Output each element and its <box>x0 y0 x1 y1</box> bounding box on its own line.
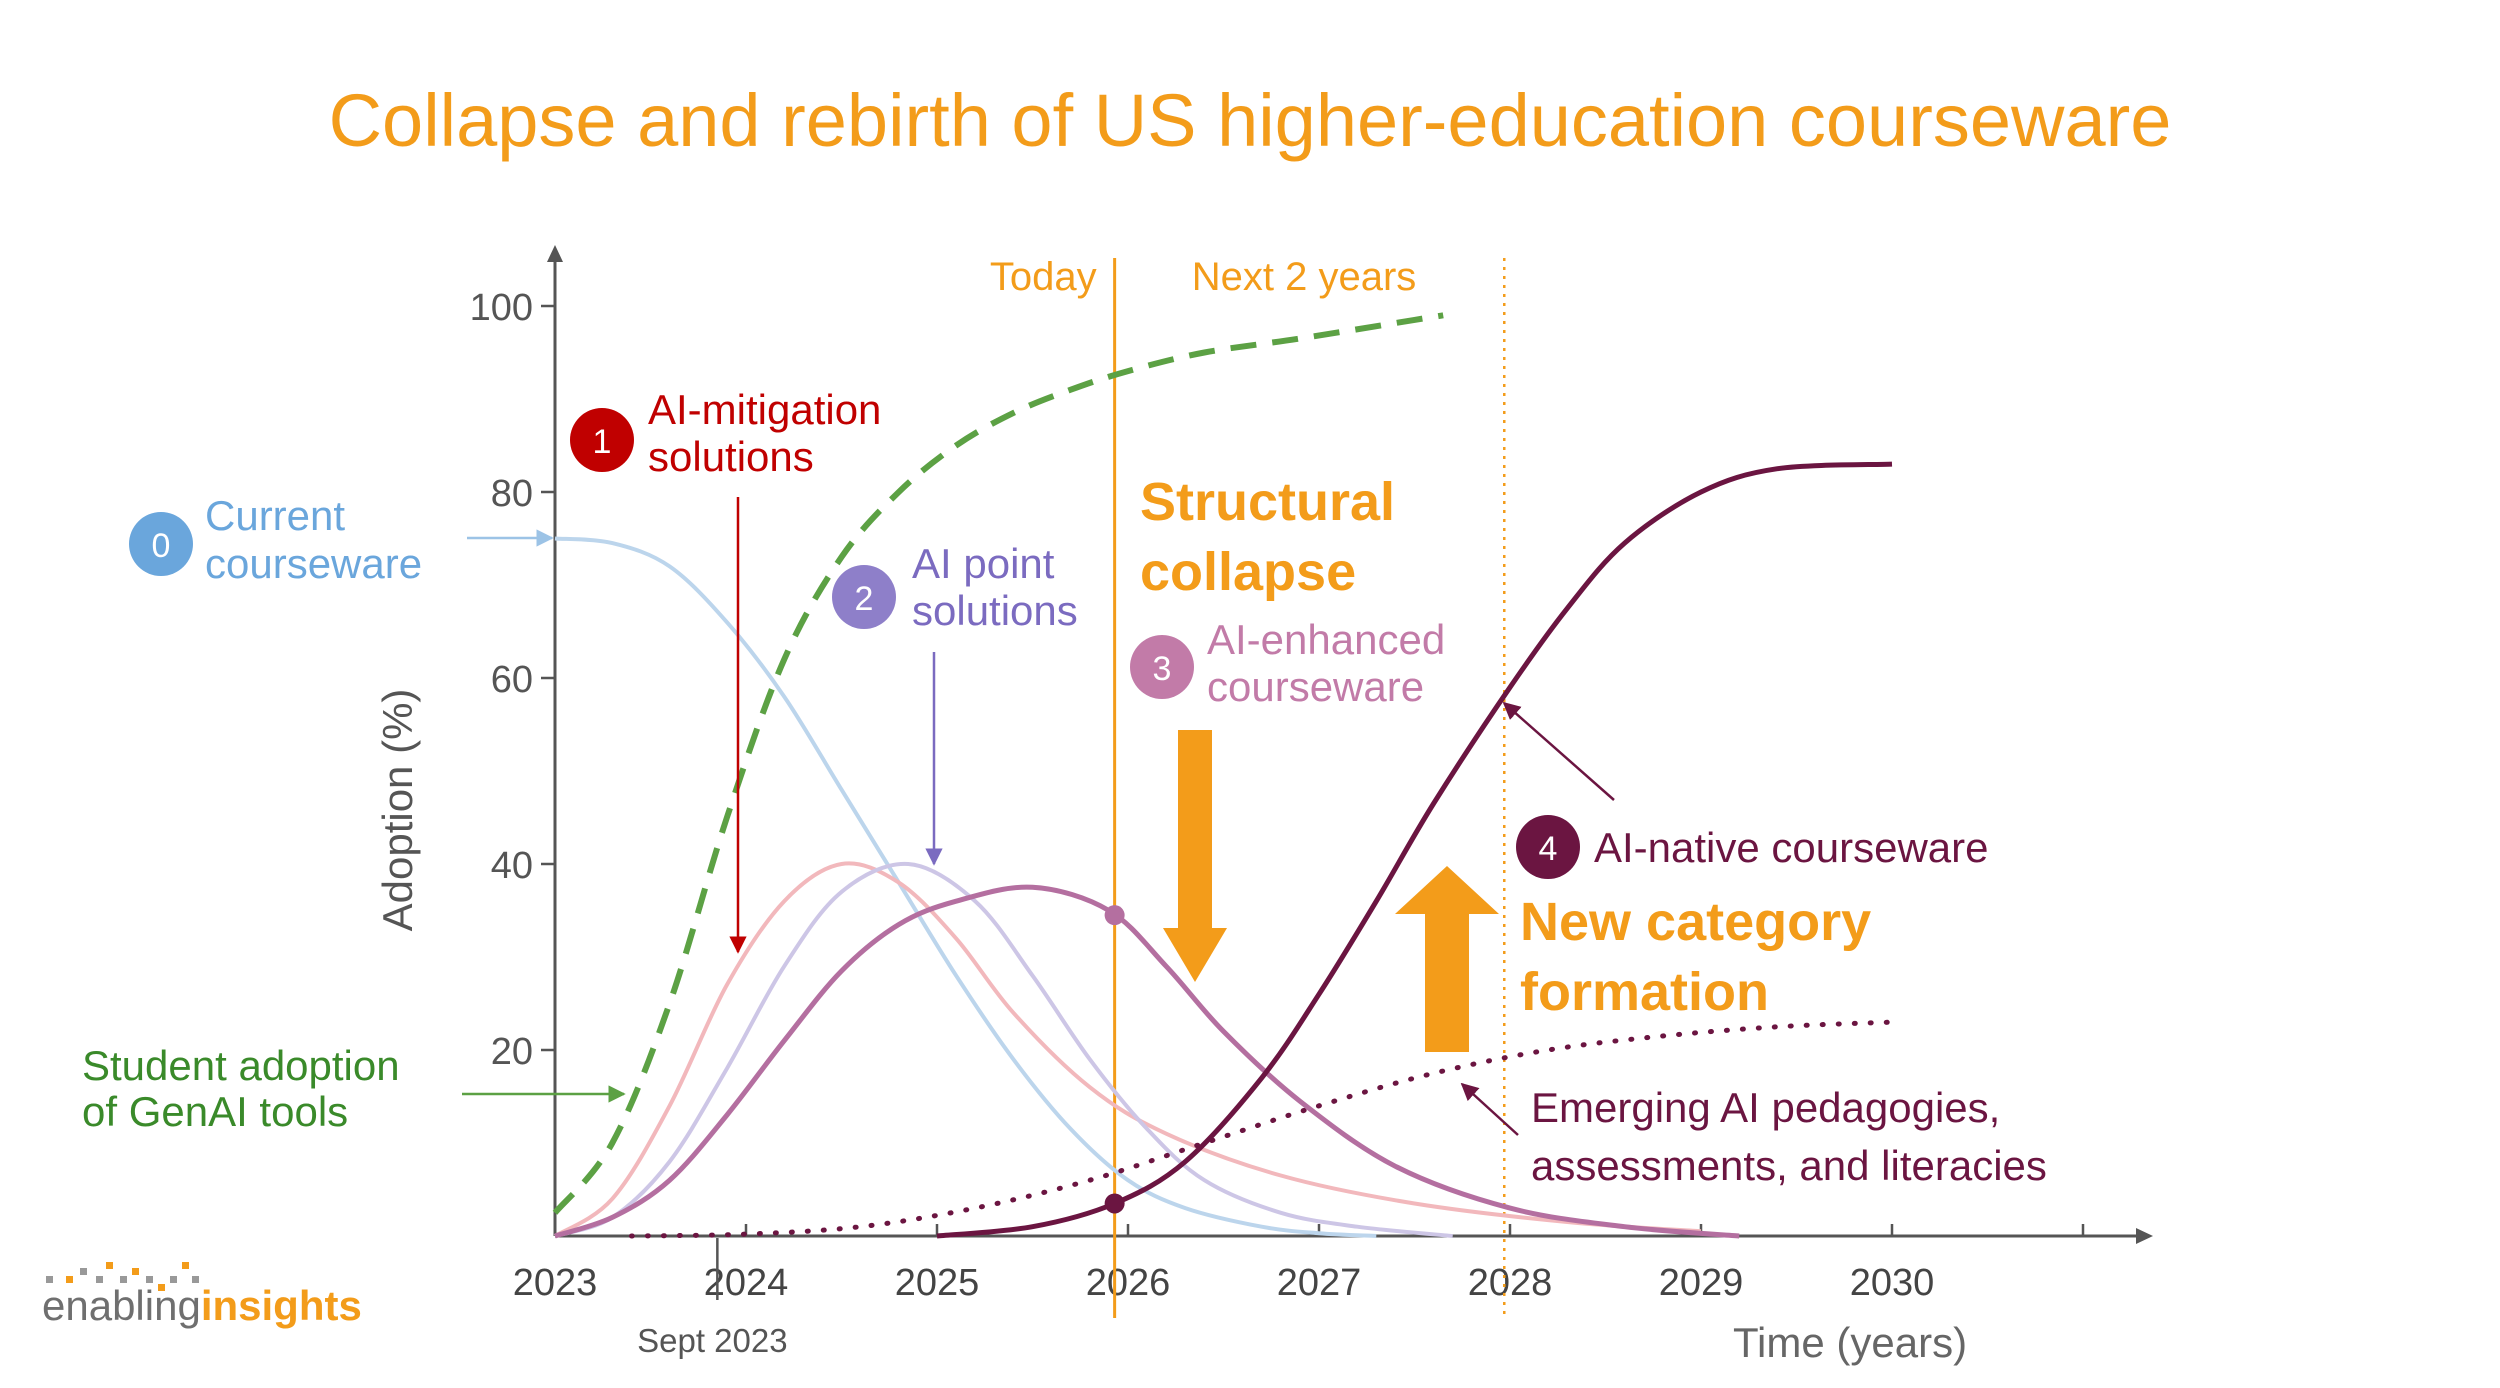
y-axis-arrowhead <box>547 245 563 262</box>
svg-text:courseware: courseware <box>205 540 422 587</box>
new-category-formation-label: New category formation <box>1520 892 1871 1022</box>
marker-layer <box>1104 905 1125 1214</box>
badge-4: 4 <box>1516 815 1580 879</box>
x-axis-label: Time (years) <box>1733 1319 1967 1366</box>
logo-mark <box>46 1262 199 1291</box>
y-ticks: 20 40 60 80 100 <box>470 287 555 1073</box>
structural-collapse-label: Structural collapse <box>1140 472 1395 602</box>
series-line-current <box>554 536 1377 1238</box>
point-marker-native <box>1104 1193 1125 1214</box>
next-2-years-label: Next 2 years <box>1192 255 1417 299</box>
series-line-student <box>552 312 1444 1215</box>
svg-text:2: 2 <box>855 580 874 618</box>
enhanced-label: AI-enhanced courseware <box>1207 616 1445 710</box>
today-label: Today <box>990 255 1097 299</box>
x-tick-label: 2029 <box>1659 1262 1744 1304</box>
badge-3: 3 <box>1130 635 1194 699</box>
badge-2: 2 <box>832 565 896 629</box>
logo-text-bold: insights <box>200 1282 362 1329</box>
x-tick-label: 2027 <box>1277 1262 1362 1304</box>
y-tick-label: 100 <box>470 287 533 329</box>
series-line-mitigation <box>553 861 1702 1238</box>
x-tick-label: 2028 <box>1468 1262 1553 1304</box>
svg-text:assessments, and literacies: assessments, and literacies <box>1531 1142 2047 1189</box>
svg-text:4: 4 <box>1539 830 1558 868</box>
student-label: Student adoption of GenAI tools <box>82 1042 400 1135</box>
svg-text:collapse: collapse <box>1140 542 1356 602</box>
svg-text:AI-native courseware: AI-native courseware <box>1594 824 1989 871</box>
point-marker-enhanced <box>1104 905 1125 926</box>
svg-text:Current: Current <box>205 492 345 539</box>
series-line-enhanced <box>554 884 1740 1239</box>
svg-text:Structural: Structural <box>1140 472 1395 532</box>
chart-title: Collapse and rebirth of US higher-educat… <box>328 79 2172 162</box>
svg-text:courseware: courseware <box>1207 663 1424 710</box>
native-label: AI-native courseware <box>1594 824 1989 871</box>
x-tick-label: 2023 <box>513 1262 598 1304</box>
badge-0: 0 <box>129 512 193 576</box>
y-tick-label: 60 <box>491 659 533 701</box>
svg-text:New category: New category <box>1520 892 1871 952</box>
formation-block-arrow <box>1395 866 1499 1052</box>
svg-text:1: 1 <box>593 423 612 461</box>
svg-text:3: 3 <box>1153 650 1172 688</box>
point-label: AI point solutions <box>912 540 1078 634</box>
svg-text:solutions: solutions <box>648 433 814 480</box>
svg-text:of GenAI tools: of GenAI tools <box>82 1088 348 1135</box>
x-axis-arrowhead <box>2136 1228 2153 1244</box>
pedagogies-callout-arrow <box>1460 1082 1519 1136</box>
pedagogies-label: Emerging AI pedagogies, assessments, and… <box>1531 1084 2047 1189</box>
sept-2023-label: Sept 2023 <box>637 1322 787 1359</box>
y-axis-label: Adoption (%) <box>374 689 421 932</box>
x-tick-label: 2026 <box>1086 1262 1171 1304</box>
y-tick-label: 20 <box>491 1031 533 1073</box>
svg-text:formation: formation <box>1520 962 1769 1022</box>
current-label: Current courseware <box>205 492 422 587</box>
svg-text:AI point: AI point <box>912 540 1055 587</box>
svg-text:AI-mitigation: AI-mitigation <box>648 386 881 433</box>
badge-1: 1 <box>570 408 634 472</box>
series-line-native <box>936 461 1893 1239</box>
svg-text:solutions: solutions <box>912 587 1078 634</box>
series-line-point <box>554 861 1453 1238</box>
svg-text:0: 0 <box>152 527 171 565</box>
svg-text:Student adoption: Student adoption <box>82 1042 400 1089</box>
x-tick-label: 2025 <box>895 1262 980 1304</box>
enabling-insights-logo: enablinginsights <box>42 1282 362 1330</box>
mitigation-label: AI-mitigation solutions <box>648 386 881 480</box>
y-tick-label: 80 <box>491 473 533 515</box>
svg-text:AI-enhanced: AI-enhanced <box>1207 616 1445 663</box>
native-callout-arrow <box>1502 701 1615 801</box>
series-layer <box>552 312 1895 1239</box>
svg-text:Emerging AI pedagogies,: Emerging AI pedagogies, <box>1531 1084 2000 1131</box>
collapse-block-arrow <box>1163 730 1227 982</box>
x-tick-label: 2030 <box>1850 1262 1935 1304</box>
y-tick-label: 40 <box>491 845 533 887</box>
logo-text-light: enabling <box>42 1282 201 1329</box>
